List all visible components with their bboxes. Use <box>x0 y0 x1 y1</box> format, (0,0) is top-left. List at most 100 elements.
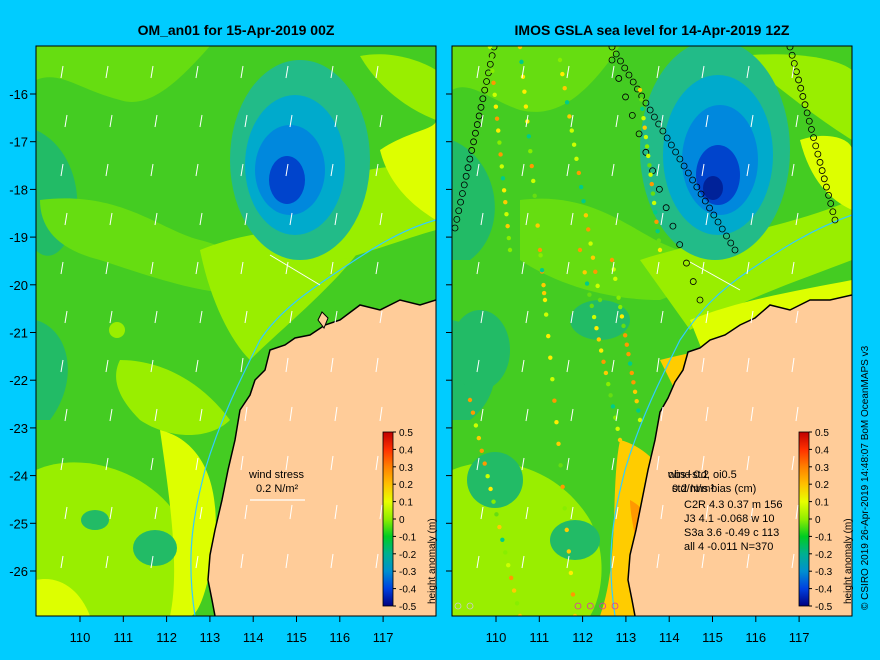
wind-arrow <box>615 212 619 226</box>
left-map-frame <box>35 45 437 617</box>
obs-dot <box>479 448 484 454</box>
wind-arrow <box>154 310 158 324</box>
track-circle <box>475 112 483 120</box>
track-circle <box>676 155 684 163</box>
wind-arrow <box>330 163 334 177</box>
wind-arrow <box>791 163 795 177</box>
track-circle <box>470 138 477 146</box>
y-tick-label: -24 <box>9 469 28 484</box>
colorbar-label: height anomaly (m) <box>843 518 854 604</box>
obs-dot <box>577 247 583 253</box>
x-tick-label: 114 <box>243 630 264 645</box>
wind-arrow <box>330 65 334 79</box>
wind-arrow <box>105 261 109 275</box>
track-circle <box>786 46 794 51</box>
obs-dot <box>651 200 657 206</box>
colorbar-tick-label: 0.2 <box>399 480 413 491</box>
wind-arrow <box>656 553 660 569</box>
obs-dot <box>541 282 546 288</box>
wind-arrow <box>60 555 64 569</box>
obs-dot <box>650 191 656 196</box>
wind-arrow <box>105 163 109 177</box>
wind-arrow <box>656 357 660 373</box>
obs-dot <box>485 474 490 479</box>
colorbar-scale <box>798 431 810 607</box>
wind-arrow <box>476 65 480 79</box>
x-tick-label: 114 <box>659 630 680 645</box>
track-circle <box>672 148 680 156</box>
y-tick-label: -25 <box>9 516 28 531</box>
colorbar-scale <box>382 431 394 607</box>
wind-arrow <box>60 261 64 275</box>
obs-dot <box>654 219 659 224</box>
y-tick-label: -23 <box>9 421 28 436</box>
right-map-frame <box>451 45 853 617</box>
right-map <box>452 46 852 616</box>
track-circle <box>805 117 813 125</box>
wind-arrow <box>60 457 64 471</box>
wind-arrow <box>746 163 750 177</box>
obs-dot <box>644 144 650 149</box>
track-circle <box>676 241 684 249</box>
obs-dot <box>560 484 565 490</box>
obs-dot <box>473 423 479 428</box>
wind-arrow <box>150 555 154 569</box>
obs-dot <box>587 292 592 297</box>
track-circle <box>723 232 730 240</box>
track-circle <box>483 78 490 85</box>
obs-dot <box>535 223 540 228</box>
track-circle <box>462 172 470 180</box>
wind-arrow <box>285 261 289 275</box>
wind-arrow <box>109 212 113 226</box>
obs-dot <box>627 361 633 366</box>
obs-dot <box>619 314 625 319</box>
wind-arrow <box>701 163 705 177</box>
wind-arrow <box>611 65 615 79</box>
track-circle <box>814 150 822 158</box>
obs-dot <box>470 410 476 415</box>
wind-arrow <box>150 163 154 177</box>
wind-arrow <box>746 261 750 275</box>
obs-dot <box>606 381 611 387</box>
track-circle <box>667 141 675 149</box>
obs-dot <box>543 312 549 317</box>
y-tick-label: -20 <box>9 278 28 293</box>
colorbar-tick-label: 0.1 <box>815 498 829 509</box>
track-circle <box>459 190 466 197</box>
wind-arrow <box>64 506 68 520</box>
obs-dot <box>523 104 529 109</box>
wind-arrow <box>285 65 289 79</box>
wind-arrow <box>615 506 619 520</box>
obs-dot <box>554 420 559 425</box>
wind-arrow <box>750 212 754 226</box>
track-circle <box>457 198 464 206</box>
wind-arrow <box>240 357 244 373</box>
obs-dot <box>595 283 600 289</box>
track-circle <box>622 93 629 101</box>
wind-arrow <box>521 359 525 373</box>
left-colorbar: 0.5 0.4 0.3 0.2 0.1 0 -0.1 -0.2 -0.3 -0.4 -0.5 heig… <box>382 428 438 613</box>
track-circle <box>669 222 677 230</box>
wind-arrow <box>525 212 529 226</box>
obs-dot <box>526 134 532 139</box>
wind-arrow <box>795 406 799 422</box>
obs-dot <box>590 255 596 260</box>
x-tick-label: 117 <box>373 630 394 645</box>
obs-dot <box>529 163 534 169</box>
obs-dot <box>655 228 660 234</box>
y-tick-label: -16 <box>9 87 28 102</box>
wind-arrow <box>746 455 750 471</box>
obs-dot <box>504 211 509 217</box>
obs-dot <box>560 71 565 77</box>
wind-arrow <box>525 114 529 128</box>
colorbar-tick-label: -0.4 <box>815 585 833 596</box>
track-circle <box>823 183 830 191</box>
y-tick-label: -22 <box>9 373 28 388</box>
obs-dot <box>581 198 586 204</box>
wind-arrow <box>330 455 334 471</box>
wind-arrow <box>244 504 248 520</box>
wind-arrow <box>570 114 574 128</box>
left-wind-scale: 0.2 N/m² <box>256 483 299 495</box>
obs-dot <box>637 417 643 423</box>
wind-arrow <box>521 65 525 79</box>
